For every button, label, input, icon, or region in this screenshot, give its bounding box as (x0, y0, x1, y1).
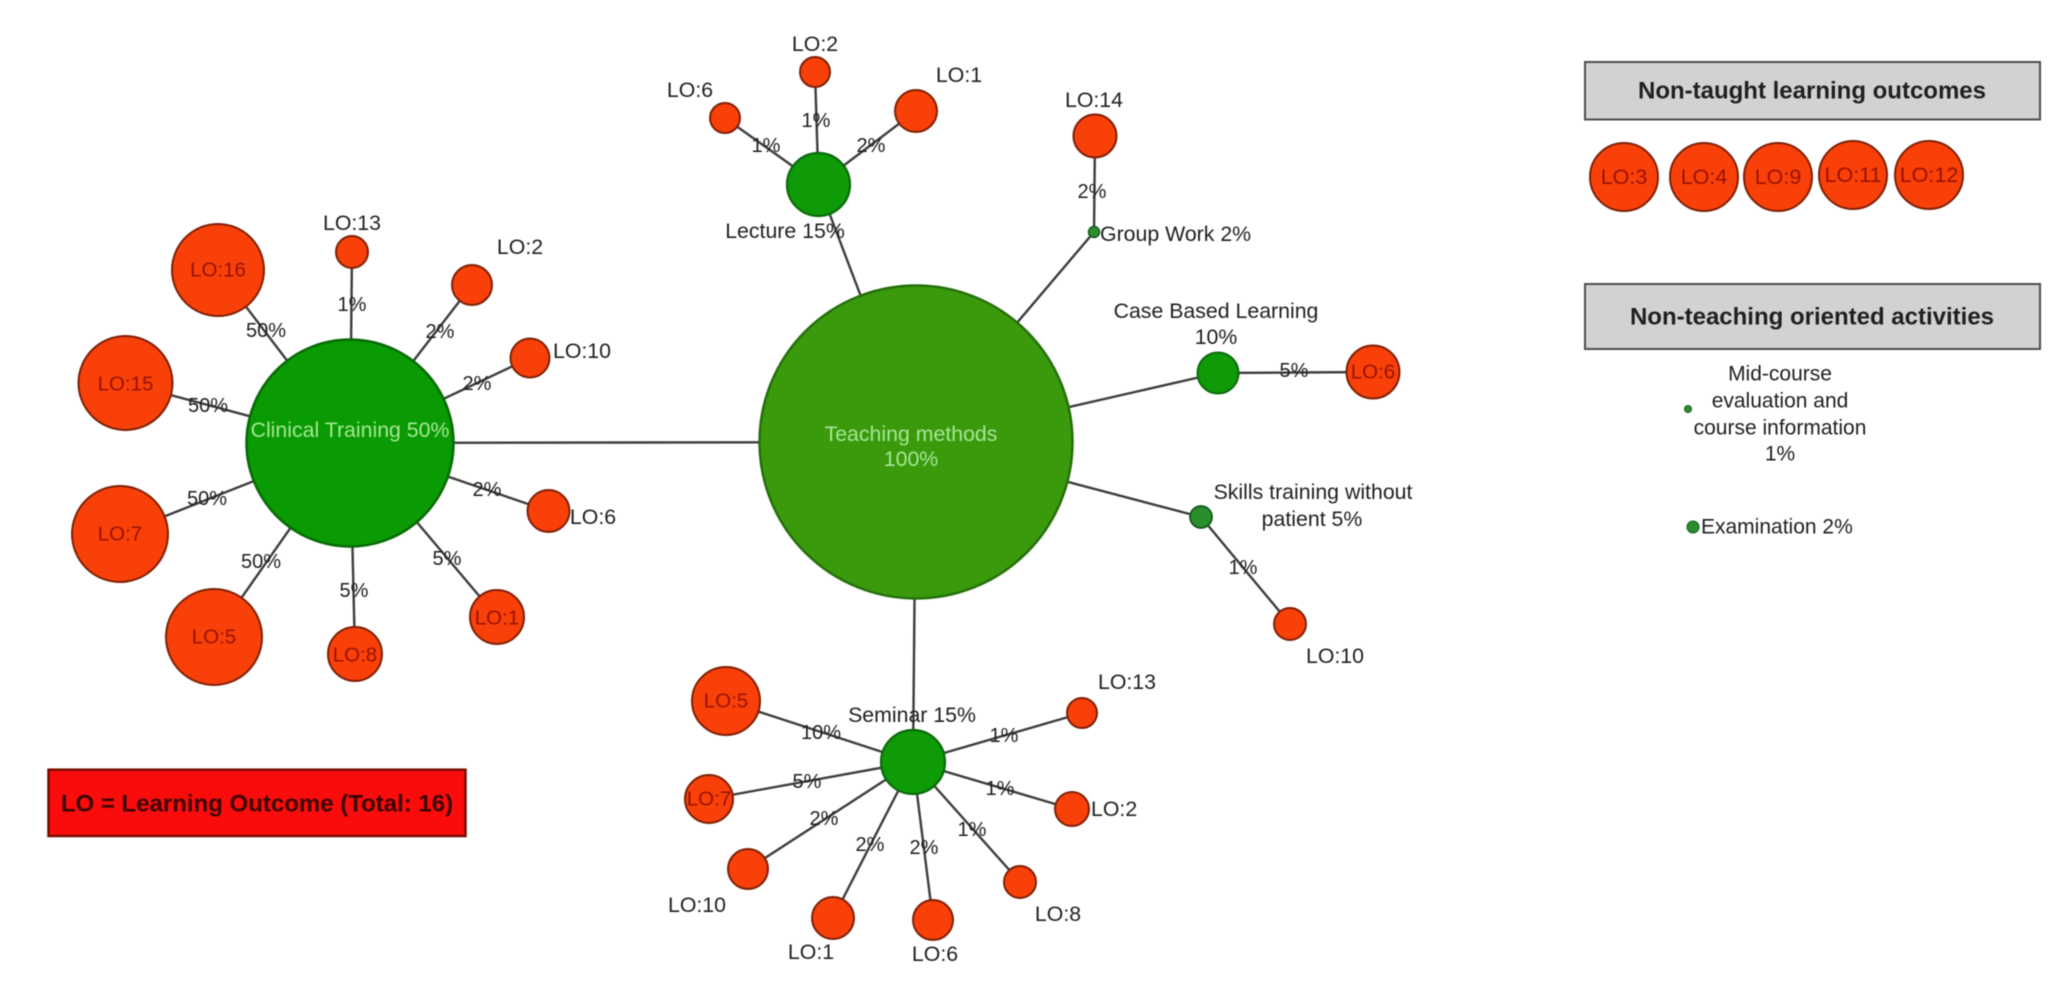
svg-text:5%: 5% (340, 580, 369, 602)
svg-text:LO:8: LO:8 (1035, 902, 1081, 926)
svg-text:LO:1: LO:1 (936, 63, 982, 87)
svg-text:LO:1: LO:1 (475, 607, 519, 630)
svg-text:2%: 2% (810, 808, 839, 830)
svg-text:5%: 5% (1280, 360, 1309, 382)
svg-text:Skills training without: Skills training without (1214, 480, 1413, 504)
svg-text:LO:3: LO:3 (1601, 165, 1648, 189)
svg-text:50%: 50% (188, 395, 228, 417)
svg-text:Mid-course: Mid-course (1728, 363, 1832, 386)
svg-text:LO:12: LO:12 (1900, 163, 1959, 187)
svg-text:LO:10: LO:10 (553, 339, 611, 363)
svg-text:LO:6: LO:6 (1351, 361, 1395, 384)
svg-text:LO:10: LO:10 (668, 893, 726, 917)
svg-text:Seminar 15%: Seminar 15% (848, 703, 976, 727)
svg-text:LO:13: LO:13 (1098, 670, 1156, 694)
svg-text:50%: 50% (187, 488, 227, 510)
svg-text:Case Based Learning: Case Based Learning (1114, 299, 1319, 323)
svg-text:10%: 10% (801, 722, 841, 744)
svg-text:2%: 2% (426, 321, 455, 343)
svg-text:1%: 1% (986, 778, 1015, 800)
svg-text:1%: 1% (958, 819, 987, 841)
svg-text:Non-taught learning outcomes: Non-taught learning outcomes (1638, 78, 1986, 105)
svg-text:1%: 1% (338, 294, 367, 316)
svg-text:LO:5: LO:5 (704, 690, 748, 713)
svg-text:LO:6: LO:6 (667, 78, 713, 102)
svg-text:LO:7: LO:7 (98, 523, 142, 546)
svg-text:Lecture 15%: Lecture 15% (725, 219, 845, 243)
svg-text:Non-teaching oriented activiti: Non-teaching oriented activities (1630, 304, 1994, 331)
svg-text:50%: 50% (241, 551, 281, 573)
svg-text:1%: 1% (990, 725, 1019, 747)
svg-text:Group Work 2%: Group Work 2% (1100, 222, 1251, 246)
svg-text:LO:4: LO:4 (1681, 165, 1728, 189)
svg-text:1%: 1% (802, 110, 831, 132)
svg-text:2%: 2% (463, 373, 492, 395)
svg-text:evaluation and: evaluation and (1712, 390, 1849, 413)
svg-text:LO:16: LO:16 (190, 259, 246, 282)
svg-text:1%: 1% (752, 135, 781, 157)
svg-text:2%: 2% (856, 834, 885, 856)
svg-text:50%: 50% (246, 320, 286, 342)
svg-text:LO:9: LO:9 (1755, 165, 1802, 189)
svg-text:LO:6: LO:6 (912, 942, 958, 966)
svg-text:5%: 5% (433, 548, 462, 570)
svg-text:LO:1: LO:1 (788, 940, 834, 964)
svg-text:Clinical Training 50%: Clinical Training 50% (251, 418, 450, 442)
svg-text:LO:2: LO:2 (497, 235, 543, 259)
svg-text:2%: 2% (473, 479, 502, 501)
svg-text:LO:14: LO:14 (1065, 88, 1123, 112)
svg-text:2%: 2% (910, 837, 939, 859)
svg-text:1%: 1% (1229, 557, 1258, 579)
svg-text:LO:15: LO:15 (98, 373, 154, 396)
svg-text:LO:10: LO:10 (1306, 644, 1364, 668)
svg-text:100%: 100% (884, 447, 939, 471)
svg-text:5%: 5% (793, 771, 822, 793)
svg-text:patient 5%: patient 5% (1262, 507, 1363, 531)
svg-text:LO:13: LO:13 (323, 211, 381, 235)
svg-text:LO:6: LO:6 (570, 505, 616, 529)
svg-text:LO = Learning Outcome (Total:: LO = Learning Outcome (Total: 16) (61, 791, 453, 818)
svg-text:LO:5: LO:5 (192, 626, 236, 649)
svg-text:LO:8: LO:8 (333, 644, 377, 667)
svg-text:1%: 1% (1765, 443, 1795, 466)
svg-text:Teaching methods: Teaching methods (825, 422, 998, 446)
svg-text:LO:2: LO:2 (792, 32, 838, 56)
svg-text:2%: 2% (857, 135, 886, 157)
svg-text:LO:11: LO:11 (1825, 163, 1882, 187)
svg-text:LO:2: LO:2 (1091, 797, 1137, 821)
svg-text:10%: 10% (1195, 325, 1238, 349)
svg-text:LO:7: LO:7 (687, 788, 731, 811)
svg-text:Examination 2%: Examination 2% (1701, 516, 1853, 539)
svg-text:2%: 2% (1078, 181, 1107, 203)
svg-text:course information: course information (1694, 417, 1867, 440)
